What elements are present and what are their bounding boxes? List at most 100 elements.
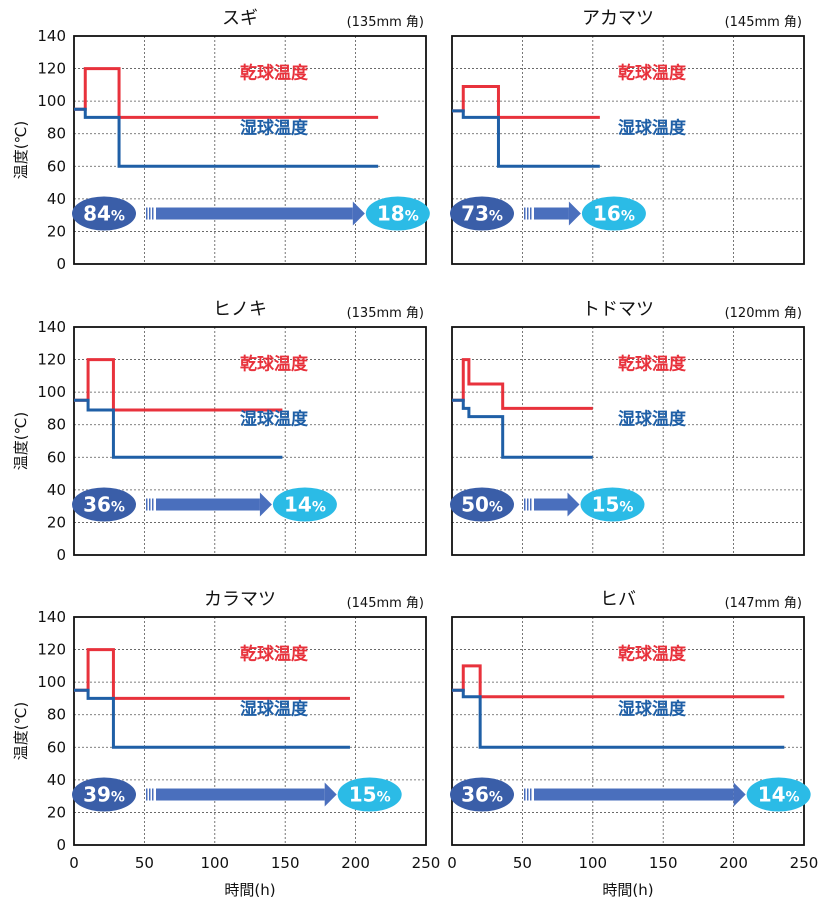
- final-moisture-value: 14%: [284, 493, 326, 517]
- panel-title: アカマツ: [582, 8, 654, 29]
- arrow-stripe: [149, 788, 151, 801]
- initial-moisture-value: 73%: [461, 202, 503, 226]
- final-moisture-number: 15: [349, 783, 377, 807]
- wet-bulb-label: 湿球温度: [618, 409, 687, 430]
- final-moisture-unit: %: [621, 209, 635, 225]
- dry-bulb-label: 乾球温度: [618, 643, 687, 664]
- initial-moisture-unit: %: [489, 500, 503, 516]
- initial-moisture-unit: %: [111, 500, 125, 516]
- dry-bulb-label: 乾球温度: [240, 643, 309, 664]
- panel-title: スギ: [222, 8, 258, 29]
- initial-moisture-unit: %: [489, 790, 503, 806]
- x-tick-label: 150: [271, 854, 300, 872]
- y-tick-label: 100: [37, 92, 66, 110]
- x-tick-label: 150: [649, 854, 678, 872]
- y-tick-label: 140: [37, 318, 66, 336]
- panel-size: (145mm 角): [347, 596, 424, 611]
- final-moisture-number: 14: [284, 493, 312, 517]
- initial-moisture-value: 39%: [83, 783, 125, 807]
- y-tick-label: 100: [37, 673, 66, 691]
- dry-bulb-label: 乾球温度: [240, 62, 309, 83]
- x-tick-label: 200: [719, 854, 748, 872]
- plot-frame: [73, 35, 427, 265]
- panel-title: トドマツ: [582, 299, 654, 320]
- final-moisture-unit: %: [405, 209, 419, 225]
- wet-bulb-line: [74, 688, 350, 749]
- arrow-stripe: [530, 788, 532, 801]
- moisture-arrow-shaft: [534, 498, 568, 511]
- initial-moisture-value: 36%: [461, 783, 503, 807]
- y-tick-label: 120: [37, 641, 66, 659]
- chart-panel-5: カラマツ (145mm 角) 0 20 40 60 80 100 120 140 温度(℃) 0 50 1…: [12, 589, 440, 899]
- final-moisture-ellipse: [581, 196, 646, 231]
- panel-size: (145mm 角): [725, 15, 802, 30]
- x-tick-label: 50: [513, 854, 532, 872]
- arrow-stripe: [146, 207, 148, 220]
- arrow-stripe: [524, 207, 526, 220]
- initial-moisture-number: 39: [83, 783, 111, 807]
- y-tick-label: 80: [47, 706, 66, 724]
- moisture-arrow-head: [324, 782, 337, 807]
- arrow-stripe: [527, 498, 529, 511]
- initial-moisture-ellipse: [450, 487, 514, 522]
- arrow-stripe: [527, 207, 529, 220]
- y-tick-label: 120: [37, 60, 66, 78]
- x-tick-label: 0: [69, 854, 79, 872]
- moisture-arrow-shaft: [156, 207, 353, 220]
- x-tick-label: 200: [341, 854, 370, 872]
- wet-bulb-label: 湿球温度: [618, 118, 687, 139]
- initial-moisture-unit: %: [111, 209, 125, 225]
- final-moisture-value: 15%: [592, 493, 634, 517]
- y-tick-label: 0: [56, 546, 66, 564]
- plot-frame: [73, 616, 427, 846]
- dry-bulb-line: [452, 664, 785, 699]
- dry-bulb-label: 乾球温度: [618, 62, 687, 83]
- final-moisture-ellipse: [580, 487, 645, 522]
- wet-bulb-line: [452, 109, 600, 168]
- panel-size: (135mm 角): [347, 15, 424, 30]
- y-tick-label: 140: [37, 608, 66, 626]
- panel-size: (135mm 角): [347, 306, 424, 321]
- x-tick-label: 50: [135, 854, 154, 872]
- arrow-stripe: [152, 498, 154, 511]
- y-tick-label: 80: [47, 125, 66, 143]
- initial-moisture-unit: %: [489, 209, 503, 225]
- y-tick-label: 20: [47, 803, 66, 821]
- arrow-stripe: [524, 788, 526, 801]
- x-tick-label: 250: [412, 854, 441, 872]
- final-moisture-number: 18: [377, 202, 405, 226]
- y-axis-title: 温度(℃): [12, 702, 30, 761]
- arrow-stripe: [530, 207, 532, 220]
- final-moisture-unit: %: [377, 790, 391, 806]
- arrow-stripe: [146, 788, 148, 801]
- x-axis-title: 時間(h): [602, 881, 653, 899]
- wet-bulb-line: [74, 398, 283, 459]
- wet-bulb-label: 湿球温度: [240, 118, 309, 139]
- final-moisture-unit: %: [312, 500, 326, 516]
- final-moisture-ellipse: [365, 196, 430, 231]
- arrow-stripe: [149, 207, 151, 220]
- y-tick-label: 20: [47, 513, 66, 531]
- final-moisture-value: 16%: [593, 202, 635, 226]
- panel-title: ヒバ: [600, 589, 636, 610]
- arrow-stripe: [527, 788, 529, 801]
- y-tick-label: 0: [56, 836, 66, 854]
- initial-moisture-value: 50%: [461, 493, 503, 517]
- final-moisture-number: 16: [593, 202, 621, 226]
- wet-bulb-line: [452, 688, 785, 749]
- final-moisture-ellipse: [272, 487, 337, 522]
- final-moisture-number: 14: [758, 783, 786, 807]
- plot-frame: [451, 616, 805, 846]
- arrow-stripe: [524, 498, 526, 511]
- arrow-stripe: [530, 498, 532, 511]
- moisture-arrow-head: [733, 782, 746, 807]
- moisture-arrow-head: [567, 492, 580, 517]
- final-moisture-value: 18%: [377, 202, 419, 226]
- x-tick-label: 0: [447, 854, 457, 872]
- dry-bulb-line: [452, 84, 600, 119]
- moisture-arrow-head: [568, 201, 581, 226]
- plot-frame: [451, 35, 805, 265]
